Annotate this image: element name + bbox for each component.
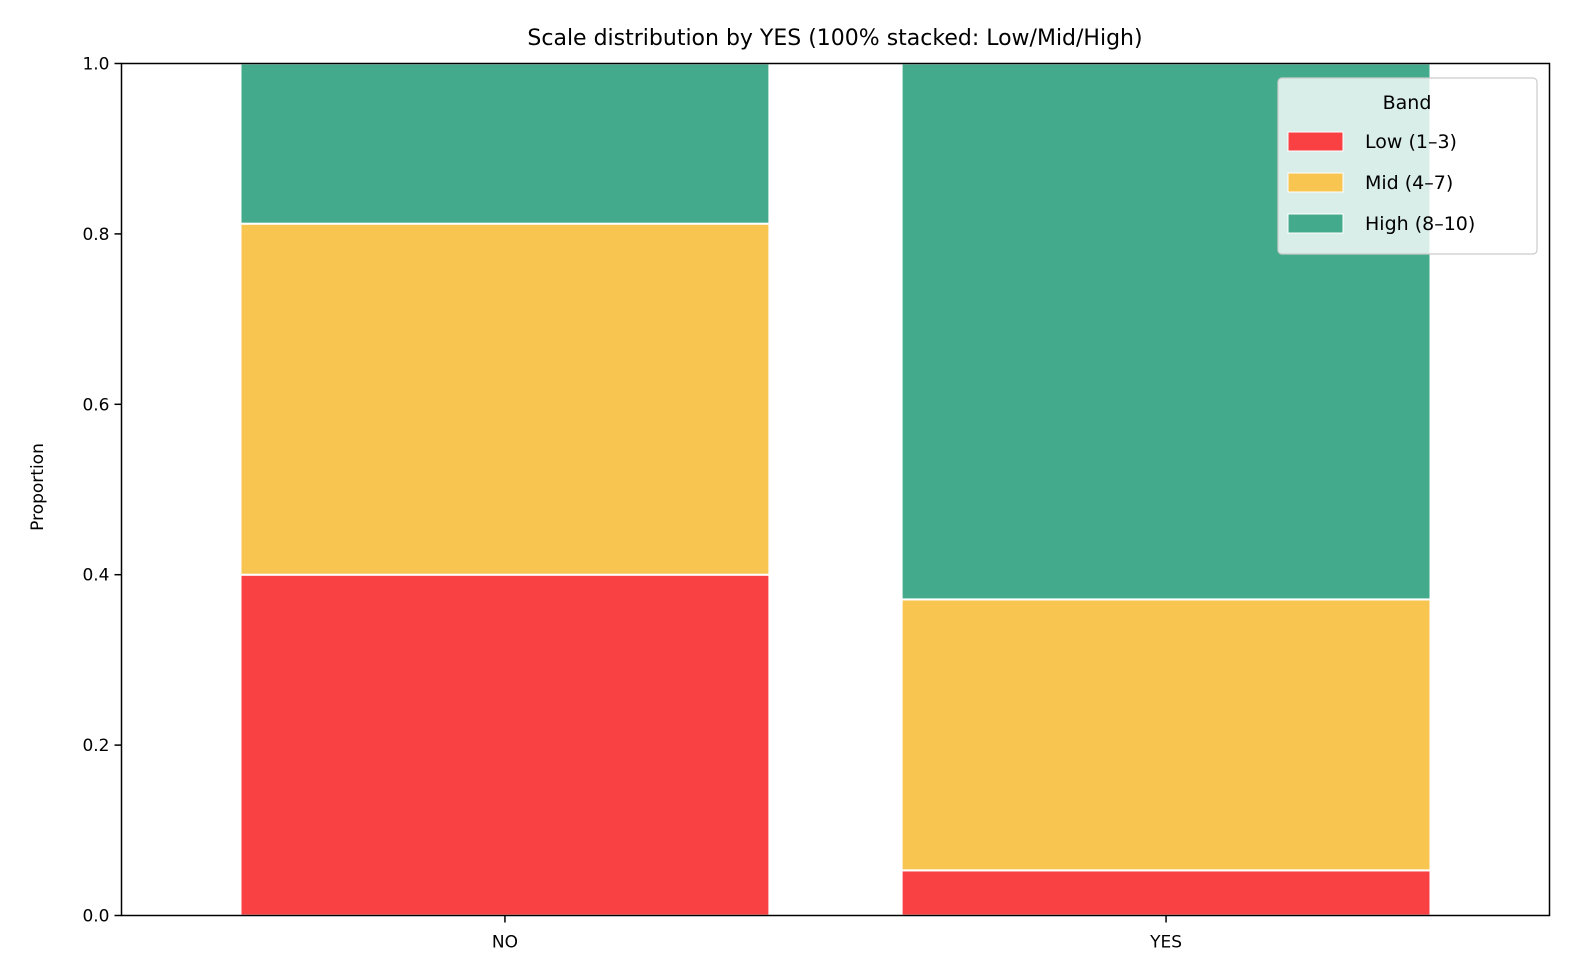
bar-yes-series-1 [900, 598, 1432, 872]
y-axis: 0.0 0.2 0.4 0.6 0.8 1.0 [82, 55, 122, 927]
bar-no-series-0 [239, 573, 771, 917]
x-tick-label: NO [492, 933, 518, 953]
bar-yes-series-0 [900, 869, 1432, 917]
x-tick-label: YES [1149, 933, 1182, 953]
y-tick-label: 0.4 [82, 566, 109, 586]
legend-swatch [1287, 131, 1344, 152]
legend: Band Low (1–3) Mid (4–7) High (8–10) [1277, 77, 1538, 255]
plot-frame [120, 62, 1551, 917]
legend-swatch [1287, 172, 1344, 193]
y-tick-label: 0.2 [82, 736, 109, 756]
bar-no-series-1 [239, 222, 771, 576]
bar-no-series-2 [239, 62, 771, 225]
y-tick-label: 1.0 [82, 55, 109, 75]
legend-items: Low (1–3) Mid (4–7) High (8–10) [1287, 131, 1475, 235]
y-axis-label: Proportion [28, 443, 48, 531]
legend-label: Mid (4–7) [1365, 172, 1453, 194]
bars-layer [239, 62, 1432, 917]
chart-title: Scale distribution by YES (100% stacked:… [527, 26, 1142, 51]
y-tick-label: 0.6 [82, 395, 109, 415]
legend-label: Low (1–3) [1365, 131, 1457, 153]
legend-label: High (8–10) [1365, 213, 1475, 235]
y-tick-label: 0.8 [82, 225, 109, 245]
legend-box [1277, 77, 1538, 255]
legend-swatch [1287, 213, 1344, 234]
y-tick-label: 0.0 [82, 907, 109, 927]
legend-title: Band [1383, 92, 1432, 114]
x-axis: NO YES [492, 915, 1182, 953]
